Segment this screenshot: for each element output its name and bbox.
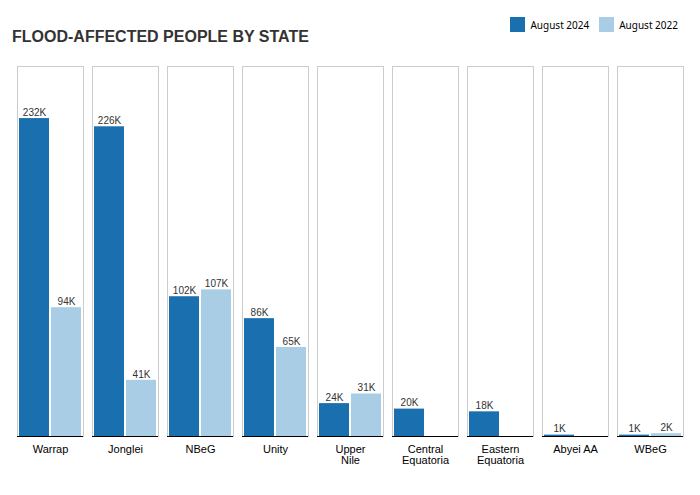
svg-text:94K: 94K <box>58 296 76 307</box>
svg-text:65K: 65K <box>283 336 301 347</box>
svg-text:24K: 24K <box>326 392 344 403</box>
svg-text:EasternEquatoria: EasternEquatoria <box>477 443 525 466</box>
svg-text:1K: 1K <box>628 423 641 434</box>
svg-text:232K: 232K <box>23 107 47 118</box>
svg-text:102K: 102K <box>173 285 197 296</box>
html-text:FLOOD-AFFECTED PEOPLE BY STATE: FLOOD-AFFECTED PEOPLE BY STATE <box>12 28 309 45</box>
svg-text:Warrap: Warrap <box>33 443 69 455</box>
svg-text:WBeG: WBeG <box>634 443 666 455</box>
html-text:August 2022: August 2022 <box>619 17 678 32</box>
svg-text:107K: 107K <box>205 278 229 289</box>
svg-text:226K: 226K <box>98 115 122 126</box>
html-text:August 2024: August 2024 <box>530 17 590 32</box>
svg-text:Unity: Unity <box>263 443 289 455</box>
svg-text:NBeG: NBeG <box>186 443 216 455</box>
svg-text:18K: 18K <box>476 400 494 411</box>
svg-text:2K: 2K <box>660 422 673 433</box>
svg-text:UpperNile: UpperNile <box>336 443 366 466</box>
svg-text:1K: 1K <box>553 423 566 434</box>
svg-text:CentralEquatoria: CentralEquatoria <box>402 443 450 466</box>
svg-text:86K: 86K <box>251 307 269 318</box>
svg-text:Jonglei: Jonglei <box>108 443 143 455</box>
svg-text:41K: 41K <box>133 369 151 380</box>
svg-text:Abyei AA: Abyei AA <box>553 443 598 455</box>
svg-text:20K: 20K <box>401 397 419 408</box>
svg-text:31K: 31K <box>358 382 376 393</box>
